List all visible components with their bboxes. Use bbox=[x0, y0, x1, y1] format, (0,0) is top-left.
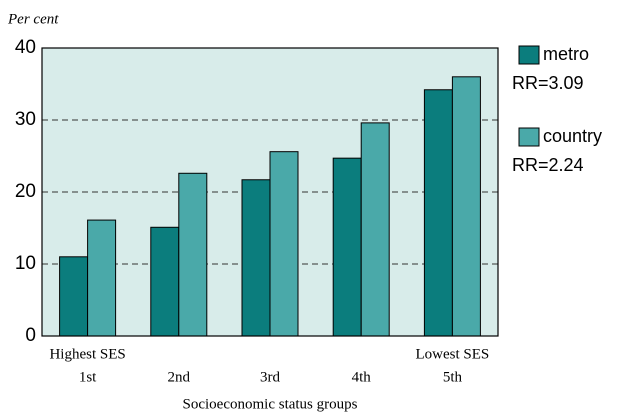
rr-label: RR=3.09 bbox=[512, 73, 584, 93]
bar bbox=[178, 172, 208, 337]
category-note: Highest SES bbox=[49, 346, 125, 362]
category-note: Lowest SES bbox=[416, 346, 490, 362]
bar bbox=[59, 256, 89, 337]
legend-swatch bbox=[518, 127, 540, 147]
plot-border bbox=[41, 47, 499, 337]
x-tick-label: 3rd bbox=[260, 369, 280, 385]
rr-label: RR=2.24 bbox=[512, 155, 584, 175]
x-axis-title: Socioeconomic status groups bbox=[183, 396, 358, 412]
x-tick-label: 4th bbox=[352, 369, 372, 385]
legend-label: country bbox=[543, 126, 602, 146]
y-tick-label: 20 bbox=[15, 181, 36, 202]
y-tick-label: 30 bbox=[15, 109, 36, 130]
bar bbox=[150, 226, 180, 337]
bar bbox=[423, 89, 453, 337]
bar bbox=[360, 122, 390, 337]
bar bbox=[241, 179, 271, 337]
bar bbox=[332, 157, 362, 337]
x-tick-label: 5th bbox=[443, 369, 463, 385]
legend-swatch bbox=[518, 45, 540, 65]
y-axis-title: Per cent bbox=[7, 11, 59, 27]
x-tick-label: 2nd bbox=[168, 369, 191, 385]
x-tick-label: 1st bbox=[79, 369, 97, 385]
y-tick-label: 10 bbox=[15, 253, 36, 274]
bar bbox=[87, 219, 117, 337]
legend-label: metro bbox=[543, 44, 589, 64]
bar bbox=[451, 76, 481, 337]
bar bbox=[269, 151, 299, 337]
y-tick-label: 40 bbox=[15, 37, 36, 58]
y-tick-label: 0 bbox=[25, 325, 36, 346]
